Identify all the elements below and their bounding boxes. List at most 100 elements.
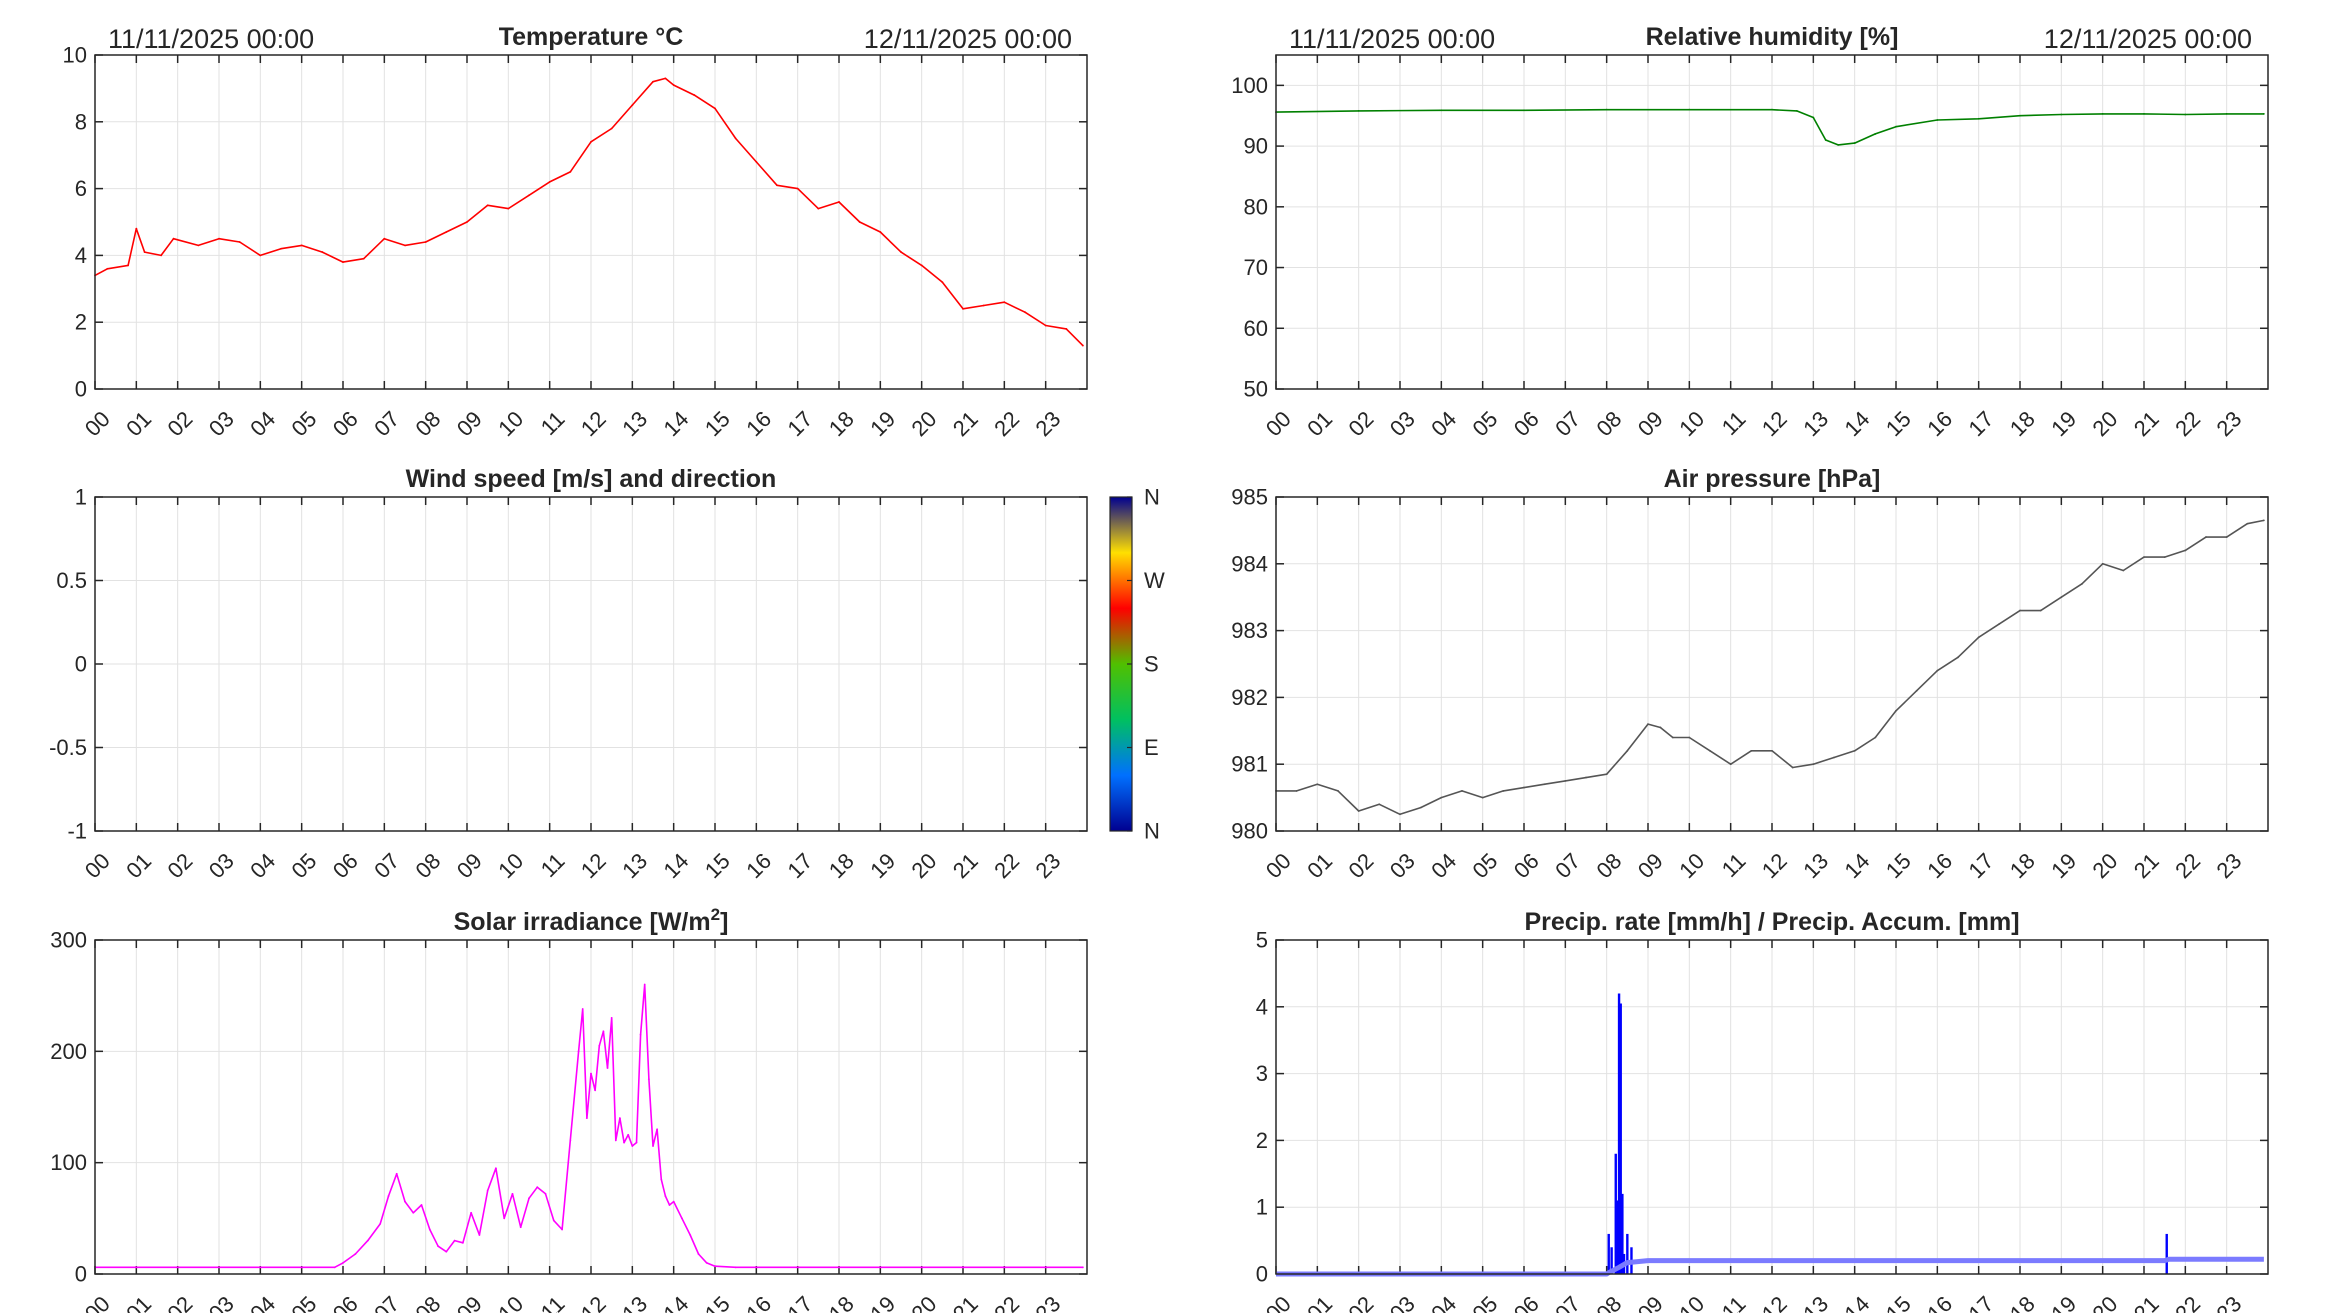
- x-tick-label: 12: [1757, 1291, 1792, 1313]
- x-tick-label: 15: [700, 848, 735, 883]
- x-tick-label: 19: [865, 848, 900, 883]
- data-point: [106, 267, 109, 270]
- x-tick-label: 21: [2129, 406, 2164, 441]
- data-point: [503, 1217, 506, 1220]
- chart-precip: 00 01 02 03 04 05 06 07 08 09 10 11 12 13 14 15 16 17 18 19…: [1256, 908, 2269, 1313]
- data-point: [1024, 311, 1026, 314]
- x-tick-label: 00: [1261, 1291, 1296, 1313]
- data-point: [639, 1033, 642, 1036]
- colorbar-label: N: [1144, 485, 1160, 510]
- x-tick-label: 08: [411, 406, 446, 441]
- data-point: [627, 1133, 630, 1136]
- data-point: [660, 1178, 663, 1181]
- x-tick-label: 07: [369, 848, 404, 883]
- data-point: [495, 1167, 497, 1170]
- data-point: [362, 257, 365, 260]
- y-tick-label: 300: [50, 928, 87, 953]
- data-point: [623, 1141, 625, 1144]
- x-tick-label: 05: [1468, 1291, 1503, 1313]
- x-tick-label: 14: [659, 406, 694, 441]
- x-tick-label: 21: [2129, 1291, 2164, 1313]
- data-point: [387, 1195, 390, 1197]
- x-tick-label: 18: [2005, 1291, 2040, 1313]
- x-tick-label: 13: [1798, 1291, 1833, 1313]
- x-tick-label: 19: [2046, 848, 2081, 883]
- x-tick-label: 11: [1717, 406, 1751, 440]
- x-tick-label: 11: [1717, 848, 1751, 882]
- x-tick-label: 23: [1031, 848, 1066, 883]
- y-tick-label: 50: [1244, 377, 1268, 402]
- data-point: [280, 247, 282, 250]
- data-point: [598, 1044, 601, 1047]
- x-tick-label: 19: [865, 1291, 900, 1313]
- plot-frame: [1275, 939, 2269, 1275]
- x-tick-label: 17: [783, 1291, 818, 1313]
- x-tick-label: 13: [617, 406, 652, 441]
- data-point: [197, 244, 200, 247]
- y-tick-label: 70: [1244, 255, 1268, 280]
- data-point: [1357, 810, 1360, 812]
- x-tick-label: 22: [989, 848, 1024, 883]
- data-point: [1795, 109, 1798, 112]
- x-tick-label: 10: [493, 1291, 528, 1313]
- data-point: [2101, 562, 2104, 565]
- data-point: [619, 1117, 621, 1120]
- x-tick-label: 04: [245, 1291, 280, 1313]
- x-tick-label: 03: [204, 1291, 239, 1313]
- x-tick-label: 23: [2212, 406, 2247, 441]
- y-tick-label: 0: [75, 1262, 87, 1287]
- data-point: [714, 1265, 716, 1268]
- data-point: [2122, 569, 2125, 572]
- data-point: [1957, 656, 1959, 659]
- x-tick-label: 15: [1881, 848, 1916, 883]
- data-point: [858, 221, 861, 223]
- x-tick-label: 06: [1509, 848, 1544, 883]
- data-point: [590, 140, 592, 143]
- x-tick-label: 03: [1385, 848, 1420, 883]
- data-point: [1709, 749, 1711, 752]
- data-point: [143, 251, 146, 253]
- x-tick-label: 20: [2088, 406, 2123, 441]
- colorbar-label: N: [1144, 819, 1160, 844]
- data-point: [602, 1030, 605, 1033]
- data-point: [2081, 582, 2083, 585]
- data-point: [1647, 723, 1649, 726]
- data-point: [466, 221, 468, 223]
- data-point: [838, 201, 840, 203]
- plot-frame: [1275, 496, 2269, 832]
- data-point: [1003, 301, 1006, 304]
- data-point: [1378, 803, 1381, 806]
- x-tick-label: 21: [2129, 848, 2164, 883]
- x-tick-label: 16: [1922, 406, 1957, 441]
- data-point: [1729, 763, 1732, 766]
- y-tick-label: 0: [75, 377, 87, 402]
- plot-frame: [94, 939, 1088, 1275]
- data-point: [160, 254, 163, 257]
- data-point: [1874, 736, 1877, 739]
- plot-frame: [1275, 54, 2269, 390]
- x-tick-label: 12: [1757, 406, 1792, 441]
- x-tick-label: 12: [576, 848, 611, 883]
- x-tick-label: 16: [741, 406, 776, 441]
- x-tick-label: 08: [411, 848, 446, 883]
- data-point: [2143, 556, 2145, 559]
- data-point: [664, 77, 667, 80]
- x-tick-label: 04: [1426, 848, 1461, 883]
- data-point: [1044, 324, 1047, 327]
- x-tick-label: 09: [452, 406, 487, 441]
- x-tick-label: 00: [1261, 848, 1296, 883]
- x-tick-label: 22: [2170, 1291, 2205, 1313]
- x-tick-label: 22: [2170, 406, 2205, 441]
- data-point: [2019, 609, 2021, 612]
- data-point: [548, 181, 551, 183]
- date-label-start-left: 11/11/2025 00:00: [108, 24, 314, 54]
- x-tick-label: 20: [907, 1291, 942, 1313]
- data-point: [1564, 780, 1567, 782]
- data-point: [672, 84, 675, 86]
- data-point: [681, 1217, 683, 1220]
- data-point: [437, 1245, 439, 1248]
- data-point: [428, 1228, 431, 1231]
- x-tick-label: 09: [452, 1291, 487, 1313]
- colorbar-label: W: [1144, 568, 1165, 593]
- x-tick-label: 02: [163, 848, 198, 883]
